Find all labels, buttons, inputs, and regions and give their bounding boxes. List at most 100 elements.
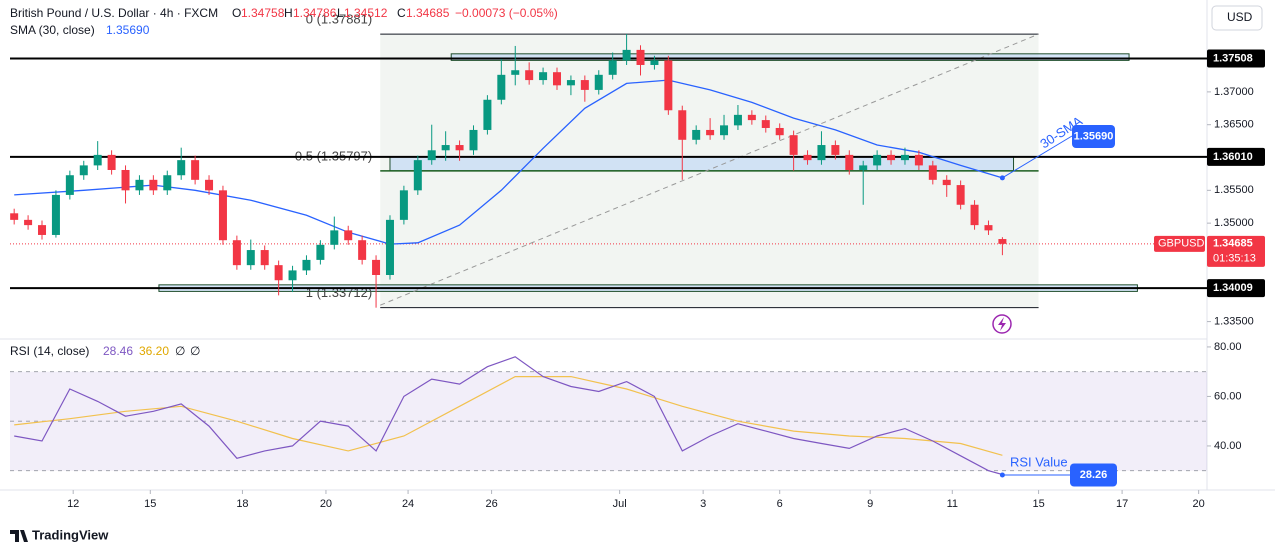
candle-body — [260, 250, 269, 266]
candle-body — [135, 179, 144, 191]
candle-body — [372, 259, 381, 275]
candle-body — [803, 154, 812, 161]
candle-body — [316, 244, 325, 260]
indicator-name: RSI (14, close) — [10, 344, 89, 358]
candle-body — [24, 219, 33, 226]
candle-body — [761, 120, 770, 128]
level-tag-label: 1.37508 — [1213, 52, 1253, 64]
candle-body — [678, 110, 687, 140]
candle-body — [984, 225, 993, 231]
level-tag — [1207, 279, 1265, 298]
y-tick-label: 1.35500 — [1214, 184, 1254, 196]
rsi-line — [14, 356, 1003, 476]
candle-body — [775, 127, 784, 136]
candle-body — [580, 80, 589, 90]
change: −0.00073 (−0.05%) — [455, 6, 558, 20]
candle-body — [553, 72, 562, 86]
ohlc-value: 1.34512 — [344, 6, 388, 20]
brand-logo — [10, 530, 28, 542]
candle-body — [330, 230, 339, 245]
candle-body — [525, 70, 534, 81]
candle-body — [191, 160, 200, 180]
indicator-value: 1.35690 — [106, 23, 150, 37]
candle-body — [177, 160, 186, 176]
price-tag — [1207, 235, 1265, 267]
candle-body — [358, 240, 367, 260]
indicator-value: ∅ — [175, 344, 185, 358]
indicator-value: ∅ — [190, 344, 200, 358]
ohlc-key: L — [337, 6, 344, 20]
ohlc-key: O — [232, 6, 241, 20]
y-tick-label: 1.33500 — [1214, 315, 1254, 327]
callout-label: 1.35690 — [1074, 130, 1114, 142]
candle-body — [650, 60, 659, 65]
candle-body — [692, 129, 701, 140]
ohlc-key: H — [284, 6, 293, 20]
candle-body — [511, 70, 520, 75]
candle-body — [455, 145, 464, 151]
candle-body — [664, 60, 673, 111]
x-tick-label: 15 — [1032, 498, 1044, 510]
candle-body — [246, 250, 255, 266]
candle-body — [594, 74, 603, 90]
candle-body — [789, 135, 798, 155]
y-tick-label: 80.00 — [1214, 341, 1242, 353]
x-tick-label: 17 — [1116, 498, 1128, 510]
callout-anchor — [999, 472, 1005, 478]
candle-body — [344, 230, 353, 241]
sma-line — [14, 79, 1003, 245]
fib-label: 0 (1.37881) — [306, 12, 373, 27]
x-tick-label: 11 — [947, 498, 958, 510]
candle-body — [232, 240, 241, 266]
callout-box — [1072, 125, 1115, 148]
x-tick-label: 15 — [144, 498, 156, 510]
candle-body — [539, 72, 548, 81]
zone — [450, 53, 1130, 61]
candle-body — [205, 179, 214, 191]
x-tick-label: Jul — [613, 498, 627, 510]
callout-anchor — [999, 175, 1005, 181]
candle-body — [998, 239, 1007, 244]
x-tick-label: 20 — [1193, 498, 1205, 510]
candle-body — [566, 80, 575, 86]
candle-body — [65, 175, 74, 195]
ohlc-value: 1.34786 — [293, 6, 337, 20]
candle-body — [900, 154, 909, 161]
candle-body — [121, 169, 130, 191]
candle-body — [274, 265, 283, 281]
candle-body — [385, 219, 394, 275]
x-tick-label: 12 — [67, 498, 79, 510]
annotation: RSI Value — [1010, 454, 1068, 469]
y-tick-label: 1.37000 — [1214, 86, 1254, 98]
indicator-value: 36.20 — [139, 344, 169, 358]
symbol-tag-label: GBPUSD — [1158, 238, 1205, 250]
y-tick-label: 40.00 — [1214, 440, 1242, 452]
y-tick-label: 1.35000 — [1214, 217, 1254, 229]
symbol-tag — [1154, 235, 1205, 252]
candle-body — [942, 179, 951, 186]
candle-body — [38, 225, 47, 235]
candle-body — [497, 74, 506, 100]
candle-body — [859, 165, 868, 170]
ohlc-key: C — [397, 6, 406, 20]
rsi-ma-line — [14, 376, 1003, 456]
callout-label: 28.26 — [1080, 469, 1108, 481]
candle-body — [288, 270, 297, 281]
currency[interactable]: USD — [1227, 10, 1253, 24]
countdown: 01:35:13 — [1213, 253, 1256, 265]
layers: 0 (1.37881)0.5 (1.35797)1 (1.33712)1.370… — [10, 12, 1265, 510]
callout-line — [1002, 135, 1073, 179]
ohlc-value: 1.34758 — [241, 6, 285, 20]
candle-body — [887, 154, 896, 161]
level-tag-label: 1.34009 — [1213, 282, 1253, 294]
level-tag — [1207, 49, 1265, 68]
candle-body — [413, 160, 422, 191]
candle-body — [93, 154, 102, 166]
x-tick-label: 20 — [320, 498, 332, 510]
fib-label: 0.5 (1.35797) — [295, 148, 372, 163]
currency-button[interactable] — [1211, 5, 1263, 31]
y-tick-label: 60.00 — [1214, 390, 1242, 402]
trendline — [380, 33, 1039, 306]
x-tick-label: 3 — [700, 498, 706, 510]
